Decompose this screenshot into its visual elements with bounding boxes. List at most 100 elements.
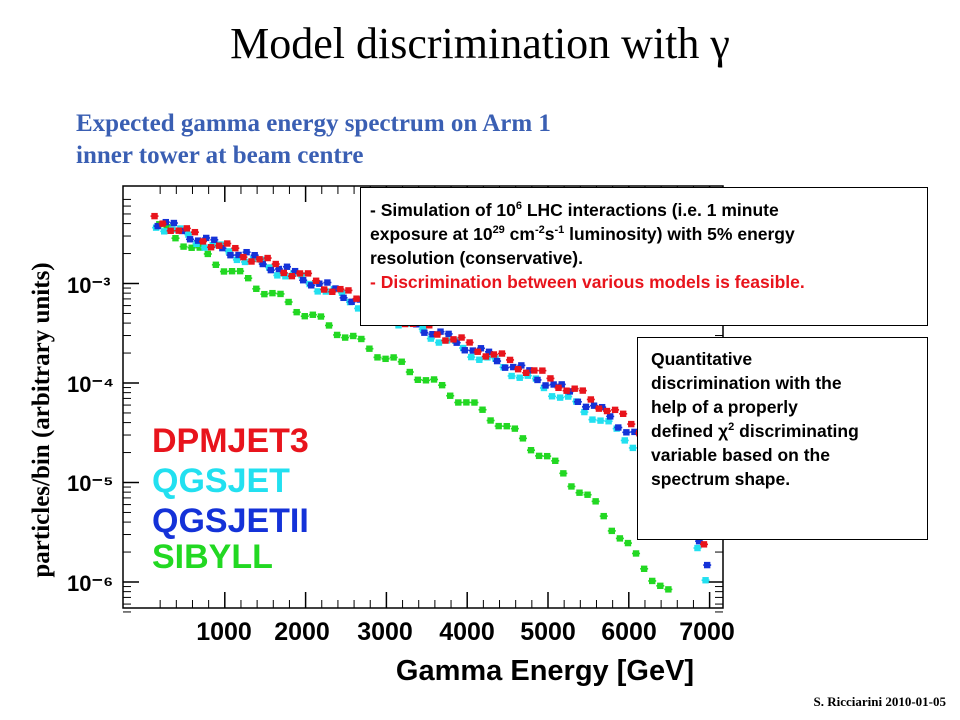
- data-point: [382, 355, 389, 363]
- data-point: [584, 491, 591, 498]
- data-point: [434, 331, 441, 338]
- data-point: [587, 396, 595, 403]
- legend-entry-qgsjetii: QGSJETII: [152, 502, 309, 540]
- note2-line-5: variable based on the: [651, 445, 830, 465]
- data-point: [603, 407, 611, 415]
- data-point: [358, 335, 365, 343]
- data-point: [501, 364, 509, 371]
- data-point: [224, 240, 231, 247]
- legend-entry-dpmjet3: DPMJET3: [152, 422, 309, 460]
- data-point: [354, 305, 362, 312]
- data-point: [338, 289, 346, 297]
- subtitle-line-1: Expected gamma energy spectrum on Arm 1: [76, 110, 551, 137]
- data-point: [615, 424, 622, 431]
- note1-line2-sup1: 29: [492, 224, 505, 237]
- data-point: [427, 335, 435, 342]
- y-tick-label-1e-3: 10⁻³: [67, 273, 110, 298]
- note1-line2-d: luminosity) with 5% energy: [564, 224, 795, 244]
- data-point: [550, 381, 557, 388]
- x-tick-label-5000: 5000: [520, 618, 576, 646]
- data-point: [332, 285, 339, 292]
- data-point: [204, 250, 212, 258]
- x-tick-label-7000: 7000: [679, 618, 735, 646]
- note1-line1-b: LHC interactions (i.e. 1 minute: [521, 200, 779, 220]
- data-point: [469, 347, 477, 354]
- data-point: [345, 287, 352, 294]
- data-point: [324, 279, 331, 286]
- note1-line2-sup2: -2: [534, 224, 545, 237]
- data-point: [511, 425, 519, 432]
- note1-line-2: exposure at 1029 cm-2s-1 luminosity) wit…: [370, 222, 919, 246]
- data-point: [429, 330, 436, 338]
- data-point: [597, 417, 604, 424]
- data-point: [556, 394, 564, 401]
- data-point: [212, 261, 220, 268]
- data-point: [240, 253, 247, 261]
- data-point: [600, 512, 607, 520]
- data-point: [471, 399, 478, 406]
- data-point: [207, 244, 215, 251]
- chi2-note-box: Quantitative discrimination with the hel…: [637, 337, 928, 540]
- data-point: [632, 550, 640, 557]
- data-point: [695, 537, 703, 545]
- data-point: [366, 345, 373, 352]
- data-point: [282, 273, 289, 280]
- data-point: [269, 289, 276, 297]
- x-tick-label-1000: 1000: [196, 618, 252, 646]
- subtitle-line-2: inner tower at beam centre: [76, 142, 364, 169]
- data-point: [595, 405, 603, 412]
- data-point: [241, 258, 249, 266]
- data-point: [296, 270, 304, 277]
- data-point: [291, 267, 299, 275]
- data-point: [438, 381, 446, 389]
- data-point: [702, 577, 709, 584]
- note2-line-3: help of a properly: [651, 397, 798, 417]
- y-tick-label-1e-5: 10⁻⁵: [67, 471, 113, 496]
- data-point: [445, 330, 452, 338]
- data-point: [183, 225, 191, 232]
- data-point: [201, 244, 208, 251]
- data-point: [340, 294, 347, 302]
- data-point: [167, 227, 174, 235]
- data-point: [232, 244, 239, 252]
- data-point: [453, 339, 460, 346]
- data-point: [194, 237, 202, 244]
- data-point: [555, 384, 562, 392]
- data-point: [211, 236, 218, 244]
- x-axis-label: Gamma Energy [GeV]: [396, 655, 694, 687]
- simulation-note-box: - Simulation of 106 LHC interactions (i.…: [360, 187, 928, 326]
- note1-line1-sup: 6: [515, 200, 522, 213]
- data-point: [161, 228, 168, 235]
- data-point: [607, 413, 614, 420]
- data-point: [510, 363, 517, 371]
- data-point: [430, 376, 438, 383]
- data-point: [542, 382, 549, 389]
- data-point: [233, 256, 241, 264]
- data-point: [191, 228, 199, 236]
- data-point: [605, 418, 612, 425]
- data-point: [503, 422, 510, 430]
- data-point: [563, 387, 570, 394]
- data-point: [422, 377, 430, 384]
- data-point: [253, 285, 260, 292]
- data-point: [248, 258, 255, 265]
- data-point: [531, 367, 538, 374]
- data-point: [442, 337, 449, 344]
- data-point: [236, 267, 244, 275]
- data-point: [301, 313, 308, 320]
- data-point: [337, 285, 344, 293]
- data-point: [188, 244, 195, 251]
- data-point: [574, 398, 582, 406]
- data-point: [261, 290, 268, 298]
- data-point: [543, 452, 551, 460]
- data-point: [518, 362, 525, 369]
- data-point: [558, 381, 565, 388]
- data-point: [299, 277, 307, 284]
- data-point: [175, 227, 182, 234]
- data-point: [215, 242, 223, 249]
- data-point: [390, 354, 397, 361]
- data-point: [479, 406, 486, 413]
- data-point: [565, 393, 572, 400]
- data-point: [629, 444, 637, 452]
- data-point: [275, 265, 283, 273]
